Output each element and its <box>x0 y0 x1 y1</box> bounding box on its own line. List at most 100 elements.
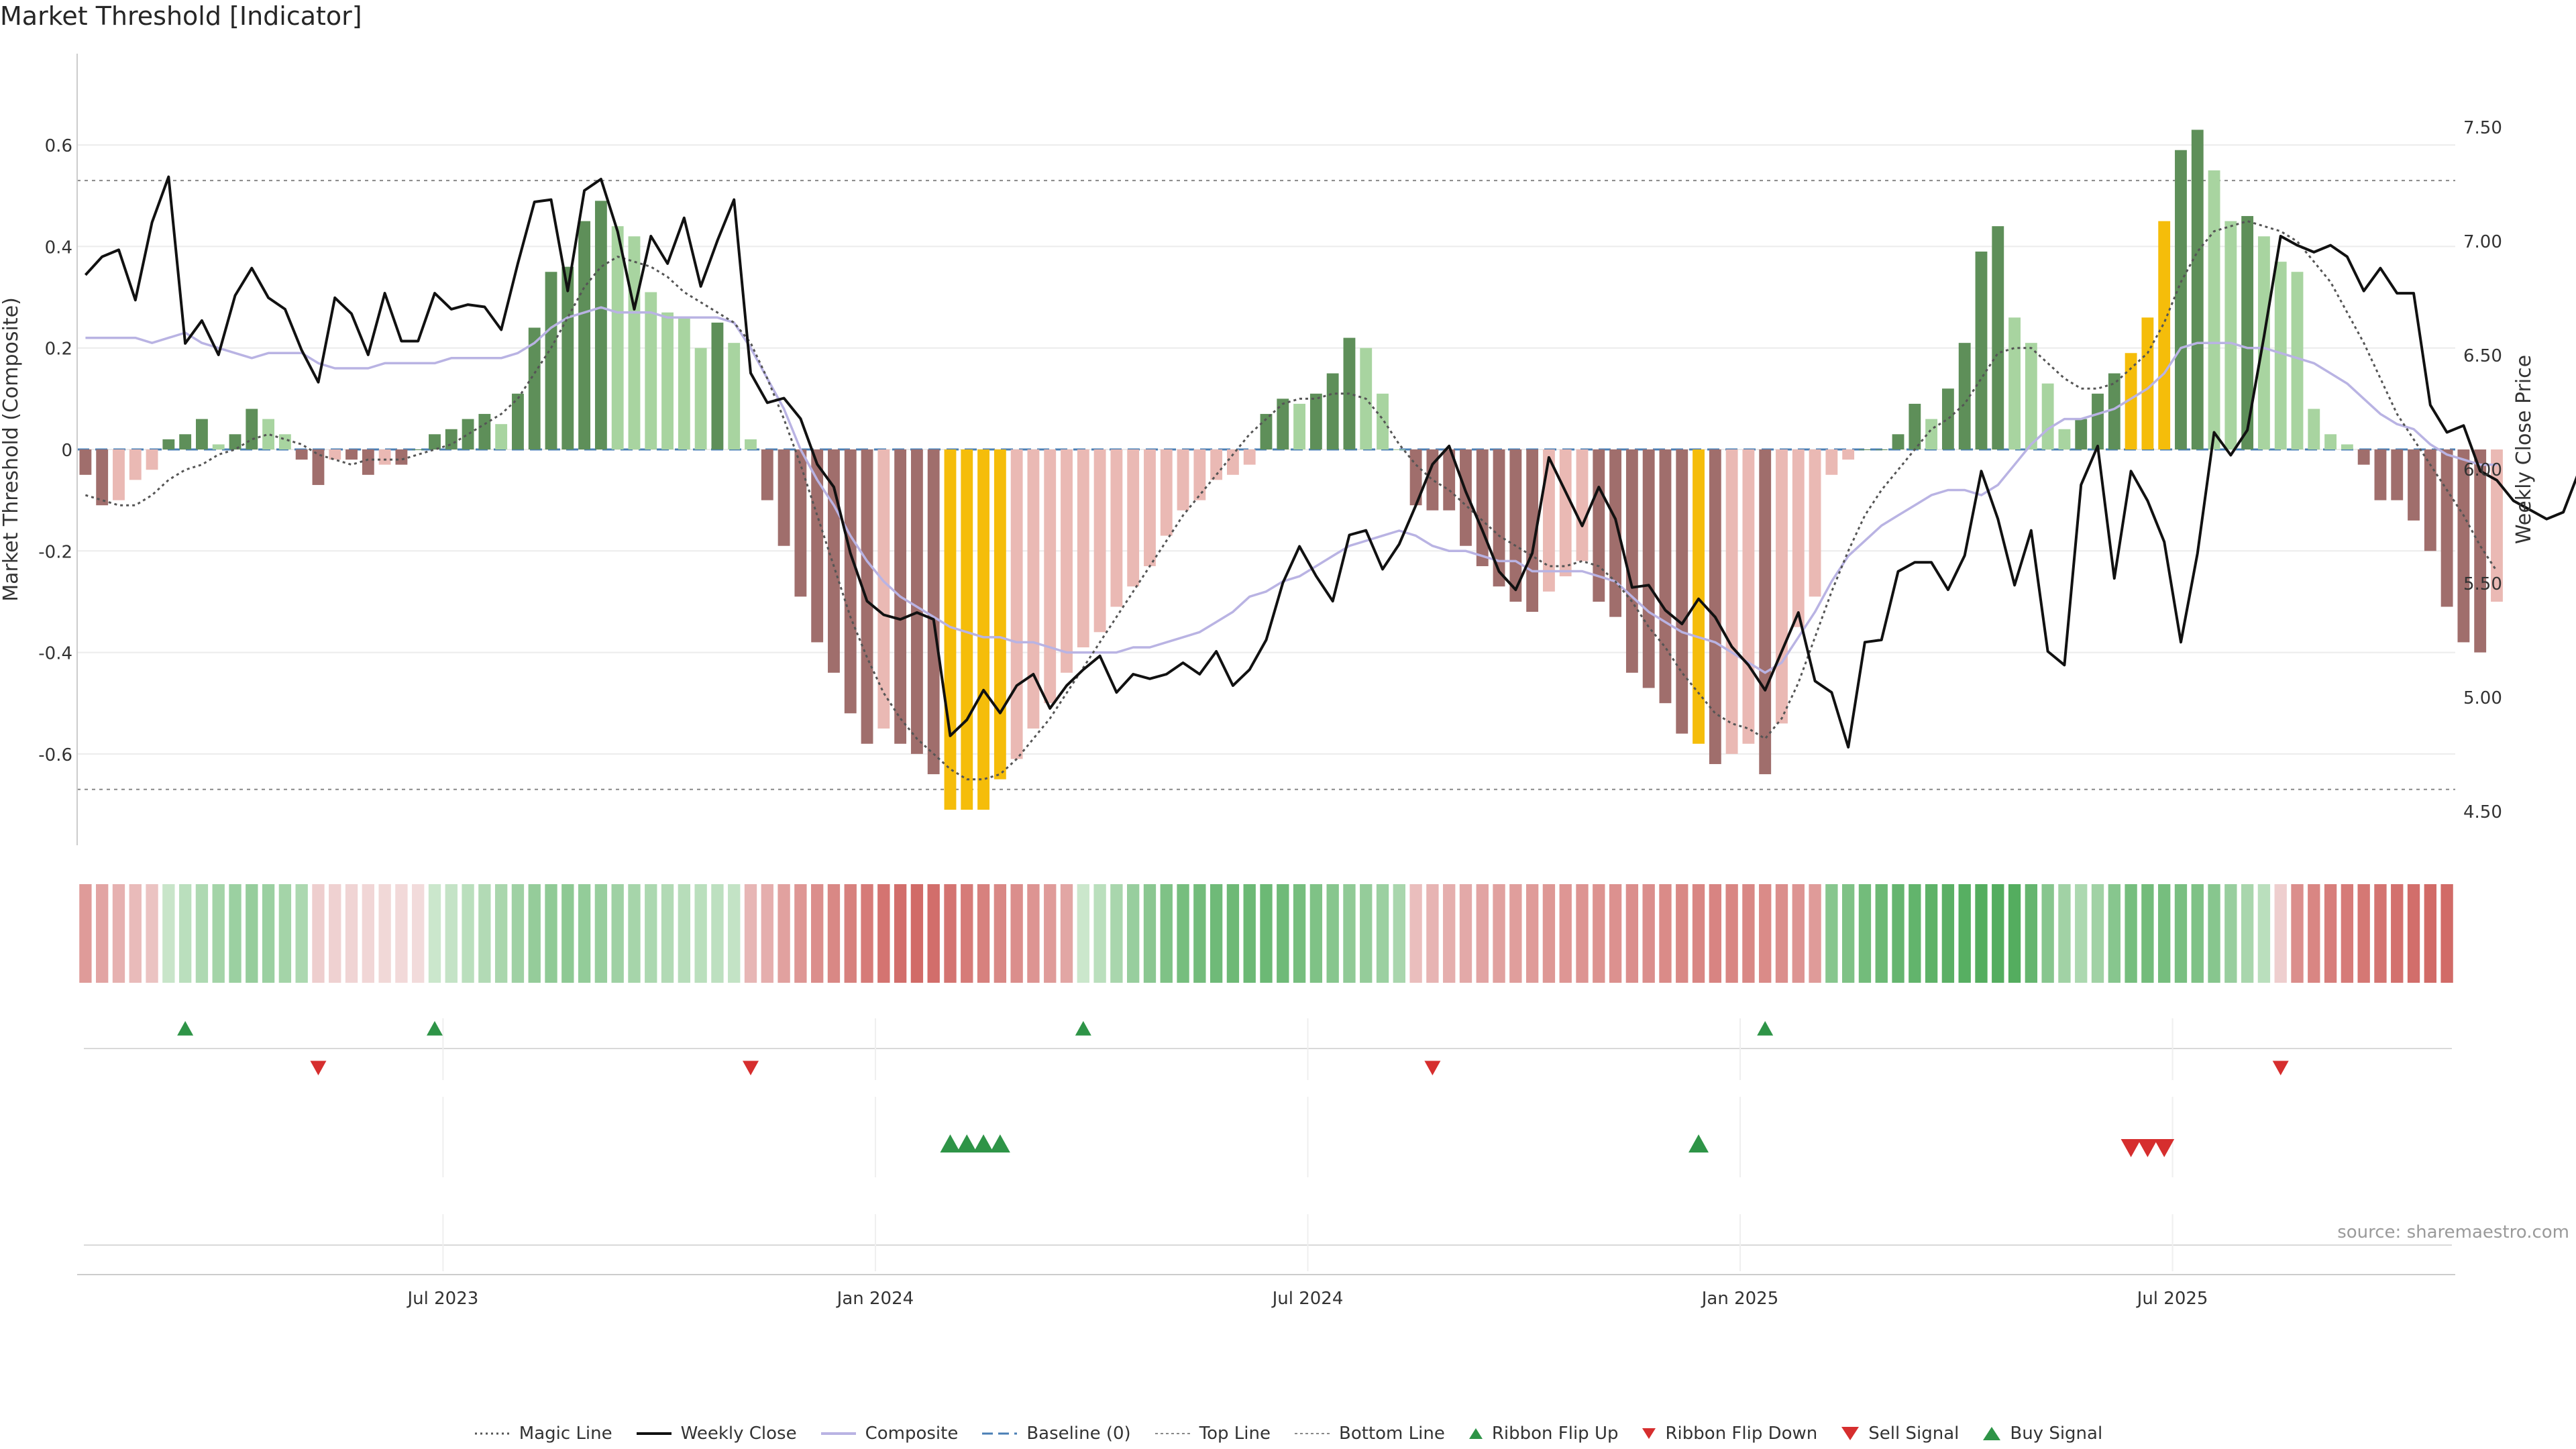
ribbon-cell <box>1925 884 1938 983</box>
composite-bar <box>694 347 707 449</box>
composite-bar <box>1892 434 1904 449</box>
legend-item-bottom-line: Bottom Line <box>1293 1424 1445 1444</box>
x-axis-ticks: Jul 2023 Jan 2024 Jul 2024 Jan 2025 Jul 2025 <box>406 1289 2208 1309</box>
sell-signal-marker <box>2121 1139 2141 1157</box>
ribbon-cell <box>229 884 241 983</box>
ribbon-flip-up-marker <box>426 1021 443 1036</box>
composite-bar <box>2191 129 2204 449</box>
ribbon-cell <box>2008 884 2021 983</box>
x-tick-label: Jul 2023 <box>406 1289 478 1309</box>
y-tick-left-label: 0.6 <box>45 136 72 156</box>
composite-bar <box>1127 449 1140 587</box>
ribbon-cell <box>744 884 757 983</box>
ribbon-cell <box>511 884 525 983</box>
composite-bar <box>1559 449 1572 577</box>
axes <box>76 54 2455 1275</box>
ribbon-cell <box>1393 884 1405 983</box>
composite-bar <box>512 393 524 449</box>
composite-bar <box>628 236 641 449</box>
composite-bar <box>745 439 757 449</box>
composite-bar <box>1925 419 1938 449</box>
signal-rows <box>84 1018 2452 1271</box>
ribbon-cell <box>1443 884 1456 983</box>
ribbon-cell <box>2075 884 2088 983</box>
ribbon-cell <box>1609 884 1622 983</box>
ribbon-cell <box>212 884 225 983</box>
composite-bar <box>1792 449 1805 627</box>
y-tick-right-label: 5.00 <box>2463 688 2502 708</box>
composite-bar <box>229 434 241 449</box>
composite-bar <box>1693 449 1705 744</box>
composite-bar <box>1709 449 1721 764</box>
ribbon-cell <box>1143 884 1157 983</box>
composite-bar <box>113 449 125 500</box>
composite-bar <box>1326 373 1339 449</box>
composite-bar <box>1842 449 1855 460</box>
composite-bar <box>1443 449 1456 511</box>
composite-bar <box>1859 449 1871 450</box>
legend-label: Magic Line <box>519 1424 612 1444</box>
ribbon-cell <box>1493 884 1505 983</box>
composite-bar <box>944 449 957 810</box>
ribbon-cell <box>1127 884 1140 983</box>
ribbon-cell <box>1958 884 1971 983</box>
ribbon-cell <box>79 884 92 983</box>
composite-bar <box>1377 393 1389 449</box>
ribbon-cell <box>1525 884 1539 983</box>
composite-bar <box>711 322 724 449</box>
ribbon-cell <box>2391 884 2404 983</box>
composite-bar <box>2224 221 2237 449</box>
composite-bar <box>1393 449 1405 450</box>
composite-bar <box>1110 449 1123 607</box>
ribbon-cell <box>445 884 458 983</box>
legend-item-sell-signal: Sell Signal <box>1840 1424 1959 1444</box>
buy-signal-marker <box>1688 1134 1709 1152</box>
legend-label: Top Line <box>1199 1424 1271 1444</box>
ribbon-cell <box>1841 884 1855 983</box>
composite-bar <box>877 449 890 729</box>
composite-bar <box>2291 272 2304 449</box>
ribbon-cell <box>1992 884 2004 983</box>
ribbon-cell <box>2341 884 2354 983</box>
composite-bar <box>1742 449 1755 744</box>
ribbon-flip-up-marker <box>177 1021 194 1036</box>
composite-bar <box>2108 373 2121 449</box>
ribbon-cell <box>1044 884 1057 983</box>
composite-bar <box>1776 449 1788 724</box>
composite-bar <box>345 449 358 460</box>
ribbon-cell <box>2091 884 2104 983</box>
ribbon-cell <box>262 884 275 983</box>
ribbon-cell <box>178 884 192 983</box>
ribbon-cell <box>1559 884 1572 983</box>
composite-bar <box>1160 449 1173 536</box>
legend-item-ribbon-flip-up: Ribbon Flip Up <box>1468 1424 1618 1444</box>
ribbon-cell <box>1742 884 1755 983</box>
y-axis-right-label: Weekly Close Price <box>2512 355 2536 544</box>
ribbon-cell <box>894 884 907 983</box>
composite-bar <box>1027 449 1040 729</box>
composite-bar <box>661 312 674 449</box>
ribbon-cell <box>628 884 641 983</box>
composite-bar <box>977 449 989 810</box>
composite-bar <box>561 266 574 449</box>
ribbon-cell <box>810 884 824 983</box>
y-tick-left-label: 0.4 <box>45 237 72 258</box>
ribbon-cell <box>1858 884 1872 983</box>
ribbon-cell <box>611 884 624 983</box>
composite-bar <box>611 226 624 449</box>
ribbon-cell <box>1676 884 1688 983</box>
composite-bar <box>2341 444 2353 449</box>
composite-bar <box>2125 353 2137 449</box>
ribbon-cell <box>195 884 209 983</box>
composite-bar <box>777 449 790 546</box>
composite-bar <box>2025 343 2037 449</box>
composite-bar <box>129 449 142 480</box>
x-tick-label: Jan 2024 <box>836 1289 914 1309</box>
composite-bar <box>1825 449 1838 475</box>
composite-bar <box>2408 449 2420 521</box>
lavender-line-icon <box>820 1432 856 1435</box>
ribbon-cell <box>827 884 841 983</box>
composite-bar <box>1593 449 1605 602</box>
ribbon-cell <box>1210 884 1223 983</box>
